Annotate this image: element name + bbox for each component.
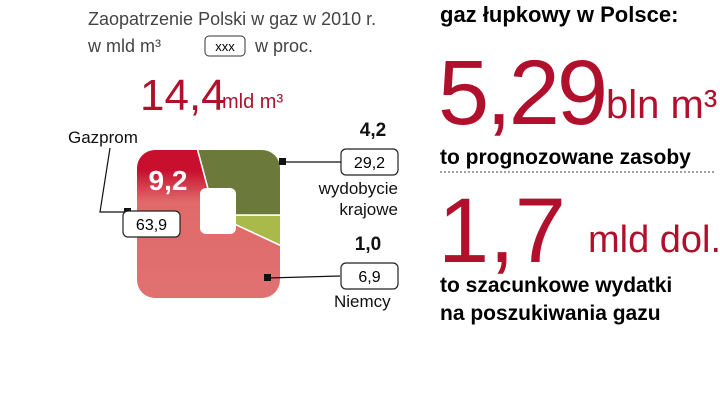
legend-key-box bbox=[204, 35, 246, 57]
value-label: 29,2 bbox=[354, 155, 385, 172]
total-unit: mld m³ bbox=[222, 91, 283, 113]
value-box bbox=[340, 262, 399, 290]
value-label: 63,9 bbox=[136, 217, 167, 234]
figure-unit: mld dol. bbox=[588, 219, 720, 261]
category-label: Gazprom bbox=[68, 128, 138, 147]
chart-title: Zaopatrzenie Polski w gaz w 2010 r. bbox=[88, 9, 376, 29]
pie-slice bbox=[172, 150, 280, 217]
pie-hole bbox=[200, 188, 236, 234]
info-heading: gaz łupkowy w Polsce: bbox=[440, 2, 678, 27]
caption: to prognozowane zasoby bbox=[440, 146, 691, 169]
legend-text: w proc. bbox=[254, 36, 313, 56]
category-label: Niemcy bbox=[334, 292, 391, 311]
unit: w mld m³ bbox=[87, 36, 161, 56]
amount-label: 4,2 bbox=[360, 120, 386, 141]
amount-label: 9,2 bbox=[149, 165, 188, 196]
pie-slice bbox=[214, 214, 280, 284]
figure: 1,7 bbox=[438, 180, 566, 282]
category-label: wydobycie krajowe bbox=[318, 179, 398, 219]
caption: to szacunkowe wydatki bbox=[440, 274, 672, 297]
figure-unit: bln m³ bbox=[606, 83, 717, 127]
amount-label: 1,0 bbox=[355, 234, 381, 255]
value-label: 6,9 bbox=[358, 269, 380, 286]
caption: na poszukiwania gazu bbox=[440, 302, 661, 325]
value-box bbox=[340, 148, 399, 176]
figure: 5,29 bbox=[438, 42, 605, 144]
leaders bbox=[99, 147, 342, 279]
value-box bbox=[122, 210, 181, 238]
legend-key: xxx bbox=[215, 39, 235, 54]
total: 14,4 bbox=[140, 71, 226, 120]
